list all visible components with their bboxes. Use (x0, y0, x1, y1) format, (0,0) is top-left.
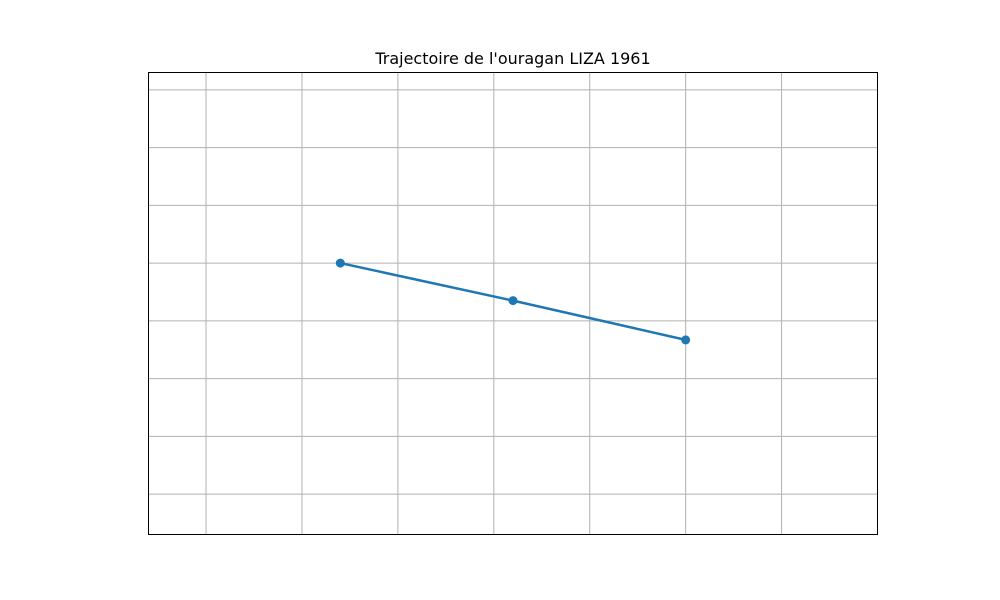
x-grid (205, 72, 783, 535)
y-grid (148, 89, 878, 495)
data-point-0-0 (335, 258, 345, 268)
series-layer (335, 258, 691, 345)
plot-area (148, 72, 878, 535)
data-point-0-2 (681, 335, 691, 345)
data-point-0-1 (508, 296, 518, 306)
chart-title: Trajectoire de l'ouragan LIZA 1961 (374, 49, 650, 68)
